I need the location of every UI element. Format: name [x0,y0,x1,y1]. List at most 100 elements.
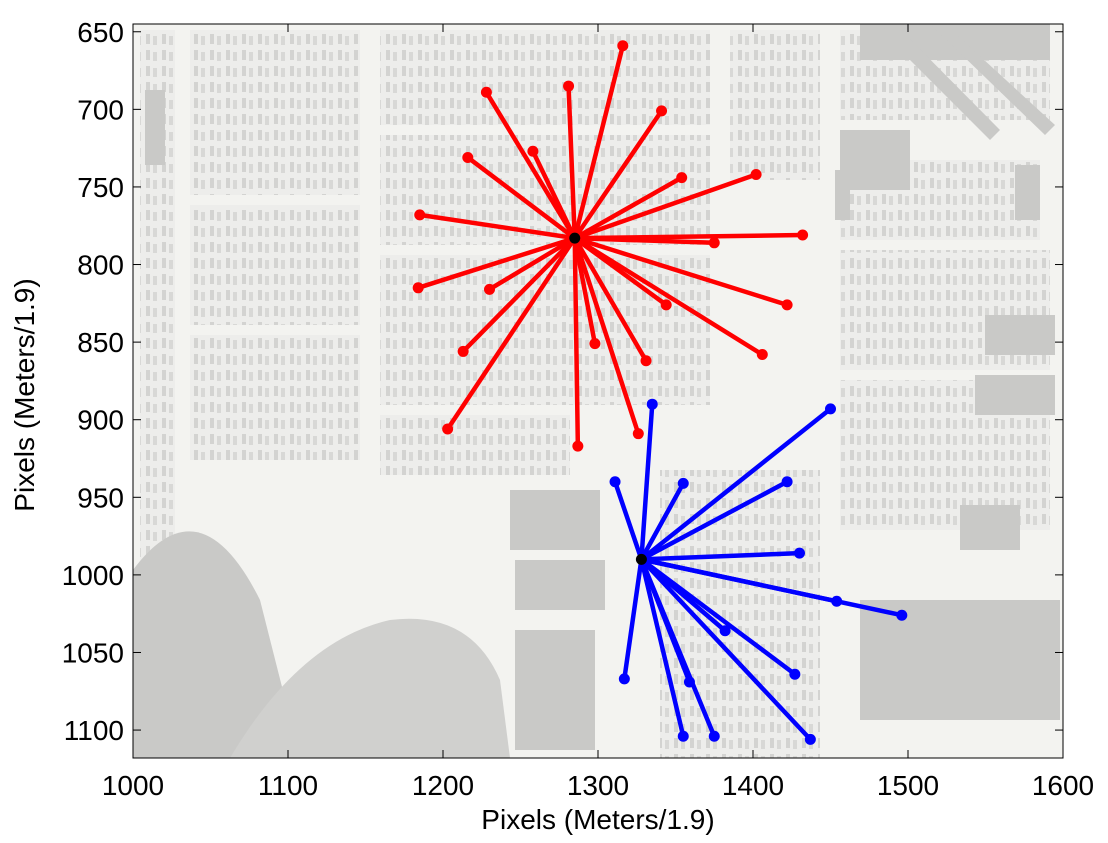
data-point [677,477,689,489]
map-area-shape [930,24,1055,135]
spoke-line [639,557,798,677]
x-tick-label: 1000 [102,770,164,801]
y-tick-label: 1050 [62,637,124,668]
data-point [480,86,492,98]
y-tick-label: 750 [77,172,124,203]
map-block [990,640,1055,700]
map-block [840,130,910,190]
spoke-line [639,557,686,739]
spoke-line [487,235,577,292]
x-tick-label: 1600 [1032,770,1094,801]
spoke-line [639,557,813,742]
map-block [660,470,820,758]
map-area-shape [880,24,1000,140]
map-block [960,505,1020,550]
data-point [719,625,731,637]
x-tick-label: 1100 [258,770,318,801]
map-block [190,30,360,195]
map-block [985,315,1055,355]
map-block [515,630,595,750]
data-point [563,80,575,92]
map-block [515,560,605,610]
map-block [380,415,570,475]
data-point [676,172,688,184]
axis-ticks: 1000 1100 1200 1300 1400 1500 1600 650 700 750 800… [62,17,1094,801]
data-point [683,676,695,688]
spoke-line [417,212,577,241]
spoke-line [530,148,577,241]
spoke-line [612,479,644,562]
series-1 [412,40,809,452]
spoke-line [639,479,790,562]
data-point [825,403,836,415]
data-point [656,105,668,117]
spoke-line [639,401,655,562]
map-block [975,375,1055,415]
data-point [572,440,584,452]
data-point [797,229,809,241]
data-point [484,283,495,295]
y-tick-label: 950 [77,482,124,513]
data-point [462,151,474,163]
data-point [750,169,762,181]
data-point [412,282,424,294]
spoke-line [566,83,577,241]
spoke-line [445,235,577,432]
spoke-line [639,481,686,562]
data-point [789,668,801,680]
y-tick-label: 1100 [64,715,124,746]
data-point [794,547,805,559]
x-axis-label: Pixels (Meters/1.9) [481,804,714,835]
spoke-line [639,557,905,618]
aerial-map-background [133,24,1063,758]
data-point [414,209,426,221]
data-point [756,349,768,361]
spoke-line [639,557,717,739]
data-point [527,145,539,157]
spoke-line [572,235,790,308]
data-point [646,398,658,410]
map-block [1015,165,1040,220]
spoke-line [460,235,577,354]
data-point [640,355,652,367]
data-point [708,730,720,742]
spoke-line [484,90,577,241]
map-block [510,490,600,550]
data-point [442,423,454,435]
map-block [190,205,360,325]
x-tick-label: 1300 [567,770,629,801]
data-point [781,299,793,311]
plot-area [412,40,908,745]
y-tick-label: 1000 [62,560,124,591]
series-2 [609,398,908,745]
x-tick-label: 1200 [412,770,474,801]
data-point [589,338,601,350]
data-point [660,299,672,311]
map-block [380,30,710,125]
data-point [617,40,629,52]
spoke-line [415,235,577,291]
map-block [190,335,360,460]
spoke-line [465,155,577,241]
y-tick-label: 800 [77,250,124,281]
map-area-shape [230,618,510,758]
data-point [831,595,843,607]
y-tick-label: 700 [77,94,124,125]
x-tick-label: 1400 [722,770,784,801]
hub-point [569,232,581,244]
spoke-line [572,235,649,363]
data-point [781,476,793,488]
y-tick-label: 650 [77,17,124,48]
y-tick-label: 850 [77,327,124,358]
spoke-line [572,175,684,241]
spoke-line [572,235,641,436]
data-point [677,730,689,742]
map-block [835,170,850,220]
map-block [145,90,165,165]
spoke-line [572,43,626,241]
spoke-line [572,235,717,246]
data-point [618,673,630,685]
spoke-line [622,557,644,682]
map-block [730,30,820,180]
